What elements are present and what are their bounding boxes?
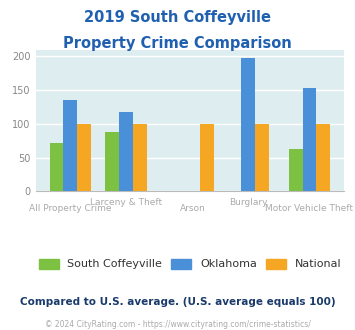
Text: Compared to U.S. average. (U.S. average equals 100): Compared to U.S. average. (U.S. average …: [20, 297, 335, 307]
Bar: [105, 132, 119, 191]
Bar: [255, 124, 269, 191]
Bar: [316, 124, 330, 191]
Text: Burglary: Burglary: [229, 198, 268, 207]
Bar: [241, 58, 255, 191]
Bar: [77, 124, 91, 191]
Text: All Property Crime: All Property Crime: [29, 204, 111, 213]
Bar: [289, 149, 302, 191]
Text: © 2024 CityRating.com - https://www.cityrating.com/crime-statistics/: © 2024 CityRating.com - https://www.city…: [45, 320, 310, 329]
Bar: [200, 124, 214, 191]
Text: Motor Vehicle Theft: Motor Vehicle Theft: [266, 204, 354, 213]
Bar: [302, 88, 316, 191]
Bar: [50, 143, 64, 191]
Legend: South Coffeyville, Oklahoma, National: South Coffeyville, Oklahoma, National: [34, 254, 346, 274]
Text: Arson: Arson: [180, 204, 206, 213]
Bar: [133, 124, 147, 191]
Bar: [119, 112, 133, 191]
Text: 2019 South Coffeyville: 2019 South Coffeyville: [84, 10, 271, 25]
Text: Property Crime Comparison: Property Crime Comparison: [63, 36, 292, 51]
Text: Larceny & Theft: Larceny & Theft: [90, 198, 162, 207]
Bar: [64, 100, 77, 191]
